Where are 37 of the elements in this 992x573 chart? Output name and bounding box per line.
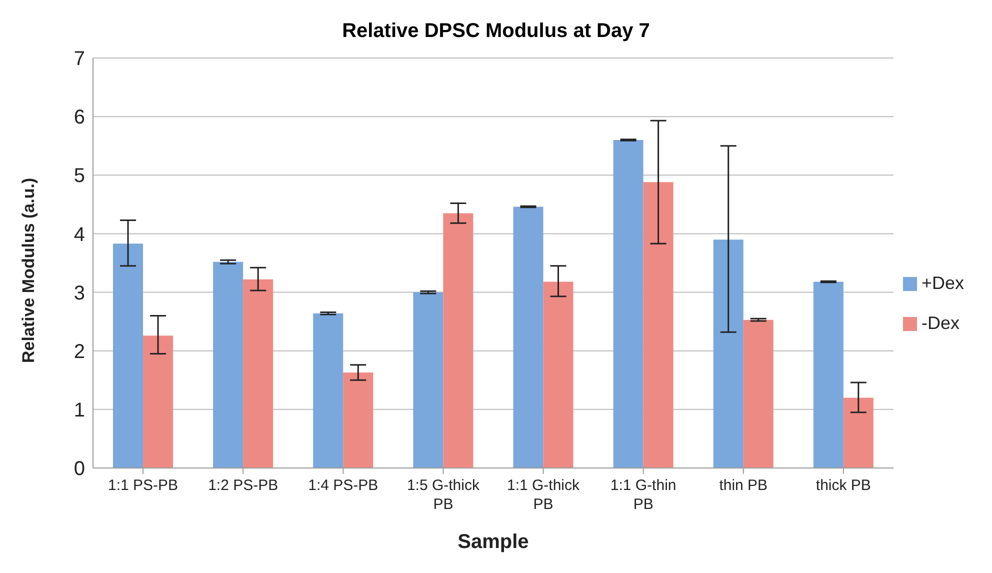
bar <box>813 282 844 468</box>
bar <box>313 313 344 468</box>
bar <box>713 240 744 468</box>
y-tick-label: 6 <box>74 106 85 129</box>
y-tick-label: 1 <box>74 400 85 422</box>
bar <box>513 206 544 468</box>
x-tick-label: thick PB <box>816 477 871 494</box>
x-tick-label: 1:1 G-thin PB <box>610 477 676 513</box>
x-tick-label: 1:1 PS-PB <box>108 477 178 494</box>
legend-label: +Dex <box>921 273 964 293</box>
y-tick-label: 7 <box>74 48 85 70</box>
x-tick-label: 1:5 G-thick PB <box>406 477 480 513</box>
bar <box>543 282 574 468</box>
bar <box>743 320 774 468</box>
bar <box>443 213 474 468</box>
x-tick-label: 1:2 PS-PB <box>208 477 278 494</box>
bar <box>613 140 644 468</box>
y-tick-label: 0 <box>74 458 85 480</box>
bar <box>213 262 244 468</box>
bar <box>843 398 874 468</box>
y-axis-title: Relative Modulus (a.u.) <box>19 178 38 363</box>
y-tick-label: 4 <box>74 224 85 246</box>
x-tick-label: thin PB <box>719 477 768 494</box>
bar <box>643 182 674 468</box>
bar <box>343 372 374 468</box>
bar <box>113 244 144 468</box>
y-tick-label: 3 <box>74 282 85 304</box>
bar <box>413 292 444 468</box>
bar <box>143 336 174 468</box>
y-tick-label: 5 <box>74 165 85 188</box>
bar <box>243 279 274 468</box>
x-tick-label: 1:4 PS-PB <box>308 477 378 494</box>
x-tick-label: 1:1 G-thick PB <box>507 477 580 513</box>
x-axis-title: Sample <box>458 531 529 553</box>
chart-title: Relative DPSC Modulus at Day 7 <box>341 19 651 44</box>
y-tick-label: 2 <box>74 340 85 363</box>
legend-label: -Dex <box>921 313 960 333</box>
